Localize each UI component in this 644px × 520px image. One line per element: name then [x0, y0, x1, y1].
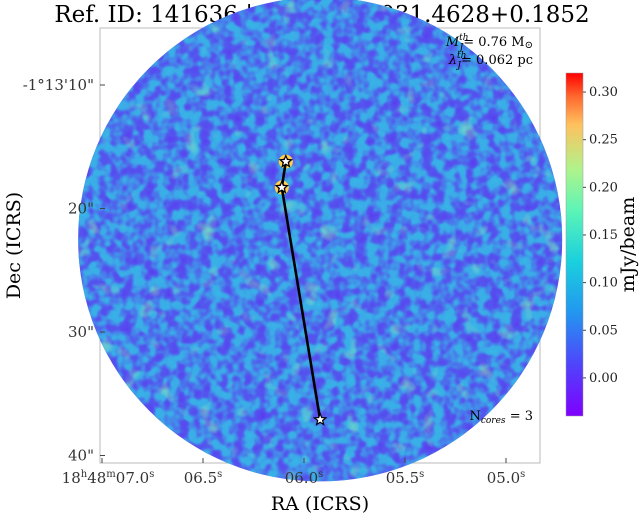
x-tick-label: 05.0s​ [487, 469, 526, 487]
emission-map-noise [78, 0, 563, 482]
y-tick-label: -1°13'10" [23, 76, 94, 94]
jeans-mass-annotation: Mth J= 0.76 M⊙ [445, 33, 533, 53]
x-tick-label: 06.0s​ [285, 469, 324, 487]
colorbar-tick-label: 0.00 [589, 371, 618, 386]
length-symbol: λ [448, 53, 457, 68]
length-sub: J [455, 61, 462, 71]
ncores-annotation: Ncores = 3 [469, 409, 533, 426]
length-sup: th [457, 51, 466, 61]
x-tick-label: 05.5s​ [386, 469, 425, 487]
length-value: = 0.062 pc [461, 53, 533, 68]
y-tick-label: 40" [68, 447, 94, 465]
x-axis-ticks: 18h​48m​07.0s​ 06.5s​ 06.0s​ 05.5s​ 05.0s​ [62, 458, 526, 487]
colorbar-tick-label: 0.30 [589, 85, 618, 100]
core-marker [278, 153, 294, 168]
colorbar-tick-label: 0.25 [589, 133, 618, 148]
y-tick-label: 20" [68, 200, 94, 218]
core-marker [312, 412, 328, 426]
colorbar [565, 72, 584, 417]
y-axis-label: Dec (ICRS) [3, 192, 25, 299]
colorbar-label: mJy/beam [617, 197, 639, 293]
x-axis-label: RA (ICRS) [271, 493, 369, 515]
colorbar-tick-label: 0.10 [589, 276, 618, 291]
emission-map [78, 0, 563, 482]
ncores-text: N [469, 409, 480, 424]
x-tick-label: 18h​48m​07.0s​ [62, 469, 155, 487]
core-markers [274, 153, 328, 426]
x-tick-label: 06.5s​ [184, 469, 223, 487]
colorbar-tick-label: 0.20 [589, 180, 618, 195]
ncores-value: = 3 [506, 409, 533, 424]
ncores-sub: cores [481, 416, 506, 426]
jeans-length-annotation: λth J= 0.062 pc [448, 51, 533, 71]
y-tick-label: 30" [68, 323, 94, 341]
mass-sub: J [458, 43, 465, 53]
mst-edge [280, 187, 322, 420]
colorbar-ticks: 0.00 0.05 0.10 0.15 0.20 0.25 0.30 [583, 85, 618, 386]
colorbar-tick-label: 0.15 [589, 228, 618, 243]
mass-sup: th [459, 33, 468, 43]
mass-value: = 0.76 M [463, 35, 524, 50]
mass-symbol: M [445, 35, 460, 50]
colorbar-tick-label: 0.05 [589, 323, 618, 338]
core-marker [274, 179, 290, 194]
mass-unit-symbol: ⊙ [525, 40, 533, 51]
y-axis-ticks: -1°13'10" 20" 30" 40" [23, 76, 105, 465]
